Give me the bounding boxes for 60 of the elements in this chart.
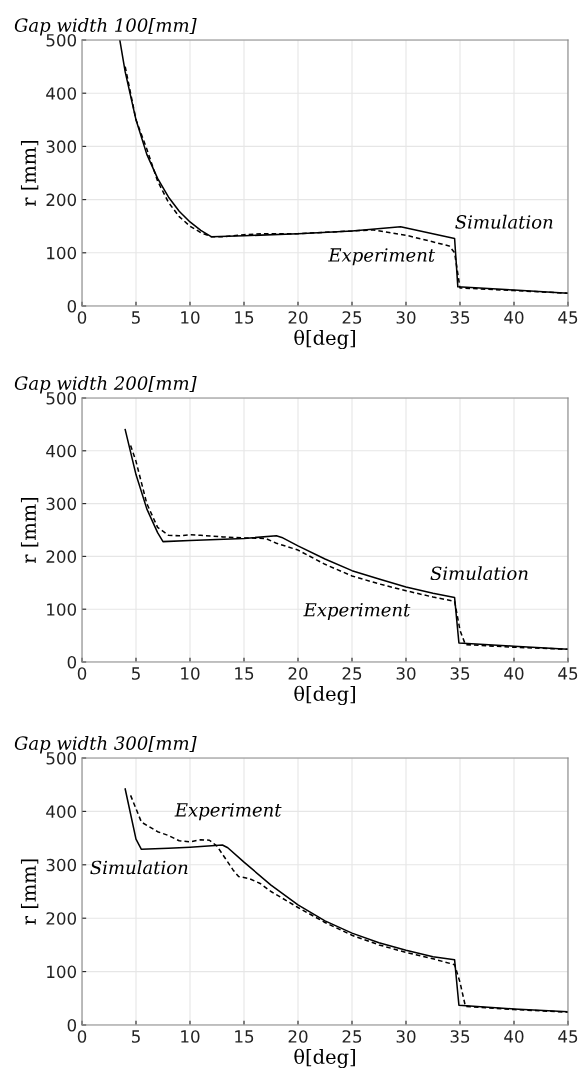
x-axis-title: θ[deg] — [294, 685, 355, 706]
x-tick-label: 15 — [235, 667, 254, 680]
x-tick-label: 45 — [558, 311, 578, 324]
x-tick-label: 20 — [288, 311, 308, 324]
y-tick-label: 200 — [46, 550, 77, 563]
x-tick-label: 35 — [450, 667, 470, 680]
series-label: Experiment — [328, 248, 436, 266]
series-label: Experiment — [174, 803, 282, 821]
y-tick-label: 0 — [67, 1018, 77, 1032]
y-tick-label: 300 — [46, 858, 77, 872]
x-tick-label: 40 — [504, 1030, 524, 1043]
series-label: Simulation — [430, 566, 528, 581]
x-tick-label: 15 — [235, 311, 254, 324]
x-tick-label: 25 — [342, 1030, 362, 1043]
y-tick-label: 500 — [46, 391, 77, 405]
x-tick-label: 25 — [342, 311, 362, 324]
x-axis-title: θ[deg] — [294, 329, 355, 350]
y-tick-label: 500 — [46, 33, 77, 47]
x-tick-label: 5 — [131, 1030, 140, 1043]
y-tick-label: 100 — [47, 246, 77, 260]
y-tick-label: 0 — [67, 655, 77, 669]
y-axis-title: r [mm] — [20, 859, 39, 925]
series-label: Simulation — [90, 860, 188, 875]
x-tick-label: 35 — [450, 311, 470, 324]
y-tick-label: 200 — [46, 193, 77, 207]
y-tick-label: 100 — [47, 603, 77, 616]
y-tick-label: 200 — [46, 912, 77, 925]
y-tick-label: 300 — [46, 497, 77, 511]
x-tick-label: 40 — [504, 667, 524, 680]
x-tick-label: 30 — [396, 667, 416, 680]
series-label: Experiment — [303, 603, 411, 621]
y-tick-label: 500 — [46, 751, 77, 765]
x-tick-label: 35 — [450, 1030, 470, 1043]
x-tick-label: 30 — [396, 1030, 416, 1043]
x-tick-label: 10 — [181, 667, 200, 680]
series-label: Simulation — [455, 214, 553, 229]
x-tick-label: 20 — [288, 667, 308, 680]
x-tick-label: 30 — [396, 311, 416, 324]
y-tick-label: 400 — [46, 444, 77, 458]
x-tick-label: 45 — [558, 667, 578, 680]
y-axis-title: r [mm] — [20, 140, 39, 207]
x-tick-label: 5 — [131, 311, 140, 324]
x-tick-label: 10 — [181, 311, 200, 324]
x-tick-label: 25 — [342, 667, 362, 680]
y-tick-label: 300 — [46, 140, 77, 153]
x-tick-label: 0 — [77, 311, 87, 324]
y-tick-label: 0 — [67, 299, 77, 313]
x-tick-label: 40 — [504, 311, 524, 324]
x-tick-label: 5 — [131, 667, 140, 680]
x-axis-title: θ[deg] — [294, 1048, 355, 1069]
y-tick-label: 100 — [47, 965, 77, 979]
x-tick-label: 20 — [288, 1030, 308, 1043]
x-tick-label: 15 — [235, 1030, 254, 1043]
y-tick-label: 400 — [46, 805, 77, 818]
y-axis-title: r [mm] — [20, 497, 39, 564]
y-tick-label: 400 — [46, 87, 77, 100]
x-tick-label: 0 — [77, 1030, 87, 1043]
x-tick-label: 10 — [181, 1030, 200, 1043]
x-tick-label: 0 — [77, 667, 87, 680]
x-tick-label: 45 — [558, 1030, 578, 1043]
